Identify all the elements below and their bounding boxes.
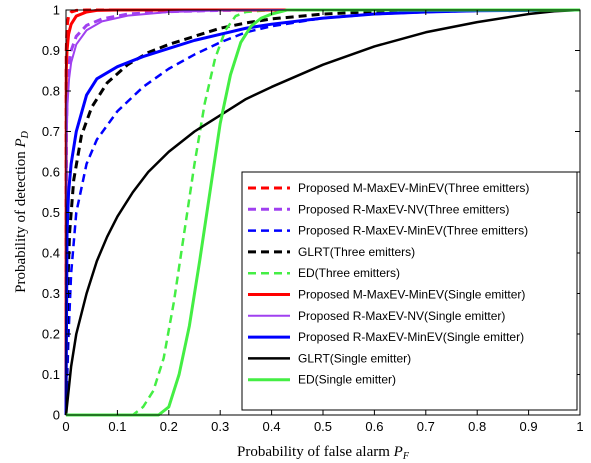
x-tick-label: 0.7 [417,419,435,434]
x-tick-label: 0.9 [520,419,538,434]
y-tick-label: 0.8 [42,84,60,99]
legend-label: Proposed M-MaxEV-MinEV(Three emitters) [298,181,529,195]
legend-label: Proposed R-MaxEV-NV(Three emitters) [298,202,509,216]
legend-label: Proposed M-MaxEV-MinEV(Single emitter) [298,288,525,302]
y-tick-label: 0.6 [42,165,60,180]
x-tick-label: 0.6 [365,419,383,434]
x-axis-ticks: 0 0.1 0.2 0.3 0.4 0.5 0.6 0.7 0.8 0.9 1 [62,10,584,434]
x-tick-label: 1 [576,419,583,434]
legend-label: Proposed R-MaxEV-MinEV(Three emitters) [298,224,528,238]
x-tick-label: 0.1 [108,419,126,434]
legend-box [241,171,578,411]
x-tick-label: 0 [62,419,69,434]
legend-label: Proposed R-MaxEV-MinEV(Single emitter) [298,330,524,344]
x-tick-label: 0.2 [160,419,178,434]
y-tick-label: 0.9 [42,43,60,58]
x-tick-label: 0.4 [263,419,281,434]
x-tick-label: 0.3 [211,419,229,434]
x-axis-title-text: Probability of false alarm [237,444,390,460]
x-axis-title: Probability of false alarm PF [237,444,410,462]
series-line-1 [64,8,580,416]
y-tick-label: 0.3 [42,286,60,301]
x-tick-label: 0.5 [314,419,332,434]
legend-label: Proposed R-MaxEV-NV(Single emitter) [298,309,505,323]
series-line-5 [66,8,580,417]
series-line-10 [66,8,580,417]
y-tick-label: 1 [53,3,60,18]
series-line-4 [64,8,581,416]
series-line-8 [64,8,581,416]
y-tick-label: 0.1 [42,367,60,382]
x-axis-title-subscript: F [402,451,410,462]
y-tick-label: 0 [53,408,60,423]
legend-label: ED(Single emitter) [298,373,396,387]
y-axis-title-subscript: D [20,130,31,139]
y-axis-ticks: 0 0.1 0.2 0.3 0.4 0.5 0.6 0.7 0.8 0.9 1 [42,3,580,423]
x-tick-label: 0.8 [468,419,486,434]
y-tick-label: 0.2 [42,327,60,342]
y-tick-label: 0.7 [42,124,60,139]
y-axis-title-text: Probability of detection [13,151,29,293]
y-axis-title: Probability of detection PD [13,130,31,293]
legend-label: GLRT(Single emitter) [298,351,411,365]
series-line-9 [64,8,581,416]
y-tick-label: 0.4 [42,246,60,261]
legend-items: Proposed M-MaxEV-MinEV(Three emitters) Pr… [248,181,529,387]
y-axis-title-symbol: P [13,138,29,148]
legend: Proposed M-MaxEV-MinEV(Three emitters) Pr… [241,171,578,411]
x-axis-title-symbol: P [393,444,403,460]
curves-layer [64,8,581,417]
legend-label: GLRT(Three emitters) [298,245,415,259]
y-tick-label: 0.5 [42,205,60,220]
legend-label: ED(Three emitters) [298,266,400,280]
series-line-3 [64,8,581,416]
